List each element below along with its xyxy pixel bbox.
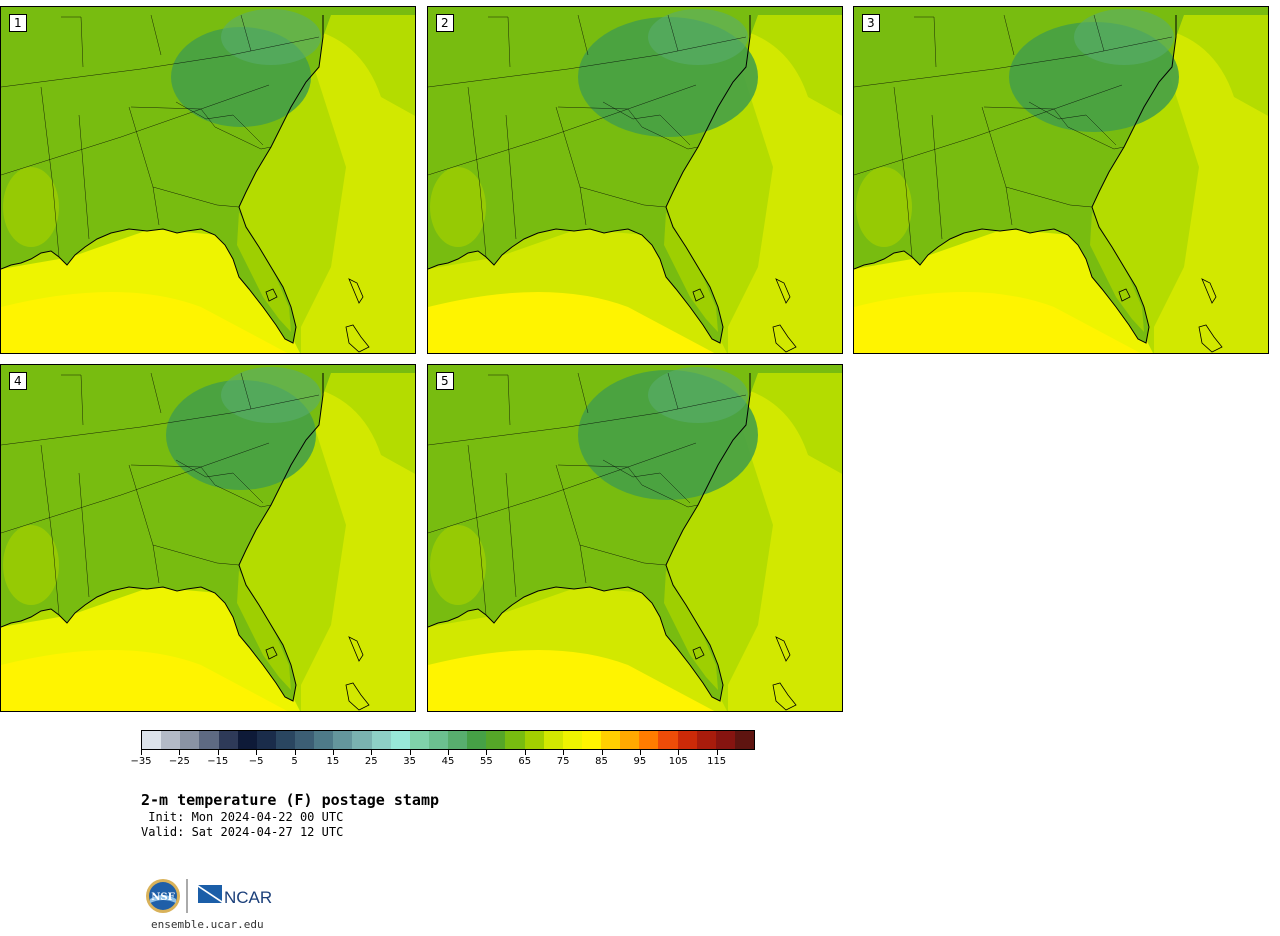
ncar-logo-text: NCAR (224, 888, 272, 907)
valid-time: Valid: Sat 2024-04-27 12 UTC (141, 825, 344, 839)
colorbar-segment (696, 731, 716, 749)
colorbar-tick-label: 45 (441, 756, 455, 767)
colorbar-segment (601, 731, 621, 749)
colorbar-segment (505, 731, 525, 749)
colorbar-tick (179, 750, 181, 755)
panel-number: 5 (436, 372, 454, 390)
colorbar-segment (562, 731, 582, 749)
map-panel-1: 1 (0, 6, 416, 354)
temperature-map (428, 365, 842, 711)
map-panel-3: 3 (853, 6, 1269, 354)
map-panel-5: 5 (427, 364, 843, 712)
colorbar-segment (581, 731, 601, 749)
colorbar-tick (601, 750, 603, 755)
colorbar-segment (333, 731, 353, 749)
ncar-logo-icon: NCAR (198, 885, 272, 907)
colorbar-tick-label: 25 (364, 756, 378, 767)
colorbar-tick-label: 85 (595, 756, 608, 767)
colorbar-segment (448, 731, 468, 749)
colorbar-ticks: −35 −25 −15 −5 5 15 25 35 45 55 65 75 85 95 105 115 (130, 750, 755, 774)
colorbar-segment (467, 731, 487, 749)
temperature-map (428, 7, 842, 353)
colorbar-tick (294, 750, 296, 755)
colorbar-segment (237, 731, 257, 749)
colorbar-segment (734, 731, 754, 749)
colorbar-tick (563, 750, 565, 755)
colorbar-tick (716, 750, 718, 755)
colorbar-segment (314, 731, 334, 749)
colorbar-segment (199, 731, 219, 749)
nsf-logo-text: NSF (151, 892, 174, 903)
colorbar-segment (371, 731, 391, 749)
colorbar-segment (390, 731, 410, 749)
temperature-map (854, 7, 1268, 353)
colorbar-tick (217, 750, 219, 755)
panel-number: 3 (862, 14, 880, 32)
panel-number: 4 (9, 372, 27, 390)
colorbar-tick-label: 75 (556, 756, 570, 767)
colorbar-segment (428, 731, 448, 749)
colorbar-tick-label: −25 (168, 756, 190, 767)
colorbar-segment (715, 731, 735, 749)
colorbar-tick (141, 750, 142, 755)
colorbar-segment (352, 731, 372, 749)
colorbar (141, 730, 755, 750)
colorbar-tick (256, 750, 258, 755)
colorbar-tick-label: −5 (248, 756, 264, 767)
colorbar-tick (409, 750, 411, 755)
colorbar-tick (486, 750, 488, 755)
colorbar-segment (543, 731, 563, 749)
colorbar-tick (371, 750, 373, 755)
colorbar-tick-label: 35 (403, 756, 416, 767)
nsf-logo-icon: NSF (146, 879, 180, 913)
colorbar-segment (275, 731, 295, 749)
colorbar-segment (486, 731, 506, 749)
temperature-map (1, 365, 415, 711)
colorbar-segment (295, 731, 315, 749)
colorbar-tick-label: −15 (207, 756, 229, 767)
colorbar-segment (677, 731, 697, 749)
colorbar-tick-label: 55 (480, 756, 493, 767)
panel-number: 1 (9, 14, 27, 32)
colorbar-tick (639, 750, 641, 755)
map-panel-4: 4 (0, 364, 416, 712)
colorbar-tick-label: 5 (291, 756, 298, 767)
colorbar-tick (448, 750, 449, 755)
colorbar-segment (639, 731, 659, 749)
logo-row: NSF NCAR (144, 877, 284, 915)
colorbar-segment (620, 731, 640, 749)
colorbar-segment (142, 731, 162, 749)
colorbar-segment (180, 731, 200, 749)
colorbar-tick-label: 115 (707, 756, 727, 767)
colorbar-segment (161, 731, 181, 749)
map-panel-2: 2 (427, 6, 843, 354)
colorbar-tick (332, 750, 334, 755)
init-time: Init: Mon 2024-04-22 00 UTC (141, 810, 344, 824)
colorbar-tick-label: −35 (130, 756, 152, 767)
colorbar-tick (524, 750, 526, 755)
colorbar-tick-label: 95 (633, 756, 647, 767)
colorbar-tick-label: 65 (518, 756, 532, 767)
colorbar-tick-label: 15 (326, 756, 340, 767)
nsf-ncar-logos: NSF NCAR (146, 879, 272, 913)
chart-title: 2-m temperature (F) postage stamp (141, 791, 440, 809)
colorbar-segment (524, 731, 544, 749)
colorbar-segment (218, 731, 238, 749)
colorbar-tick-label: 105 (668, 756, 688, 767)
panel-number: 2 (436, 14, 454, 32)
colorbar-segment (256, 731, 276, 749)
colorbar-tick (678, 750, 680, 755)
temperature-map (1, 7, 415, 353)
colorbar-segment (409, 731, 429, 749)
colorbar-segment (658, 731, 678, 749)
site-url: ensemble.ucar.edu (151, 918, 264, 931)
